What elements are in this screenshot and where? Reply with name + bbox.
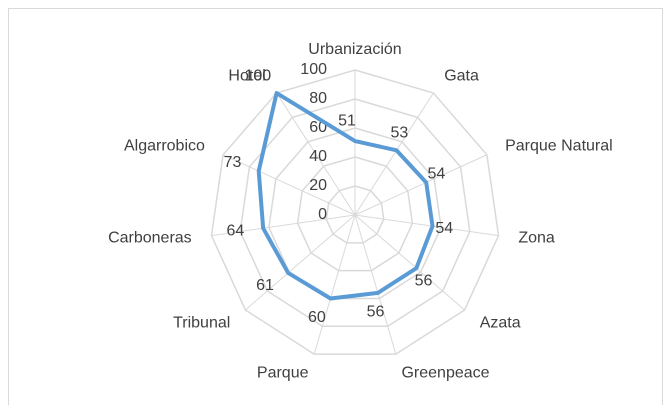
spoke [354, 214, 499, 237]
data-label: 54 [435, 220, 453, 237]
category-label: Parque [257, 365, 309, 382]
data-label: 56 [415, 272, 433, 289]
r-tick-label: 80 [309, 90, 327, 107]
data-label: 56 [367, 303, 385, 320]
category-label: Gata [444, 67, 479, 84]
category-label: Hotel [228, 67, 265, 84]
r-tick-label: 40 [309, 148, 327, 165]
grid-ring [210, 69, 500, 355]
grid-ring [239, 98, 471, 328]
chart-frame [8, 8, 663, 405]
data-line [256, 91, 435, 301]
data-label: 54 [428, 165, 446, 182]
category-label: Carboneras [108, 230, 192, 247]
r-tick-label: 100 [300, 61, 327, 78]
data-label: 61 [256, 277, 274, 294]
data-label: 73 [224, 154, 242, 171]
spoke [354, 214, 397, 355]
data-label: 60 [308, 309, 326, 326]
grid-ring [296, 156, 414, 272]
spoke [313, 214, 356, 355]
category-label: Azata [480, 314, 521, 331]
spoke [276, 92, 356, 216]
category-label: Algarrobico [124, 138, 205, 155]
r-tick-label: 20 [309, 177, 327, 194]
category-label: Zona [518, 230, 555, 247]
category-label: Tribunal [173, 314, 230, 331]
spoke [354, 214, 465, 311]
grid-ring [268, 127, 442, 300]
r-tick-label: 0 [318, 206, 327, 223]
spoke [245, 214, 356, 311]
grid-ring [325, 185, 385, 244]
data-label: 64 [226, 222, 244, 239]
data-label: 100 [244, 67, 271, 84]
category-label: Parque Natural [505, 138, 613, 155]
spoke [354, 92, 434, 216]
data-label: 53 [390, 125, 408, 142]
spoke [211, 214, 356, 237]
spoke [222, 154, 356, 216]
category-label: Urbanización [308, 41, 401, 58]
data-label: 51 [338, 112, 356, 129]
spoke [354, 154, 488, 216]
category-label: Greenpeace [401, 365, 489, 382]
